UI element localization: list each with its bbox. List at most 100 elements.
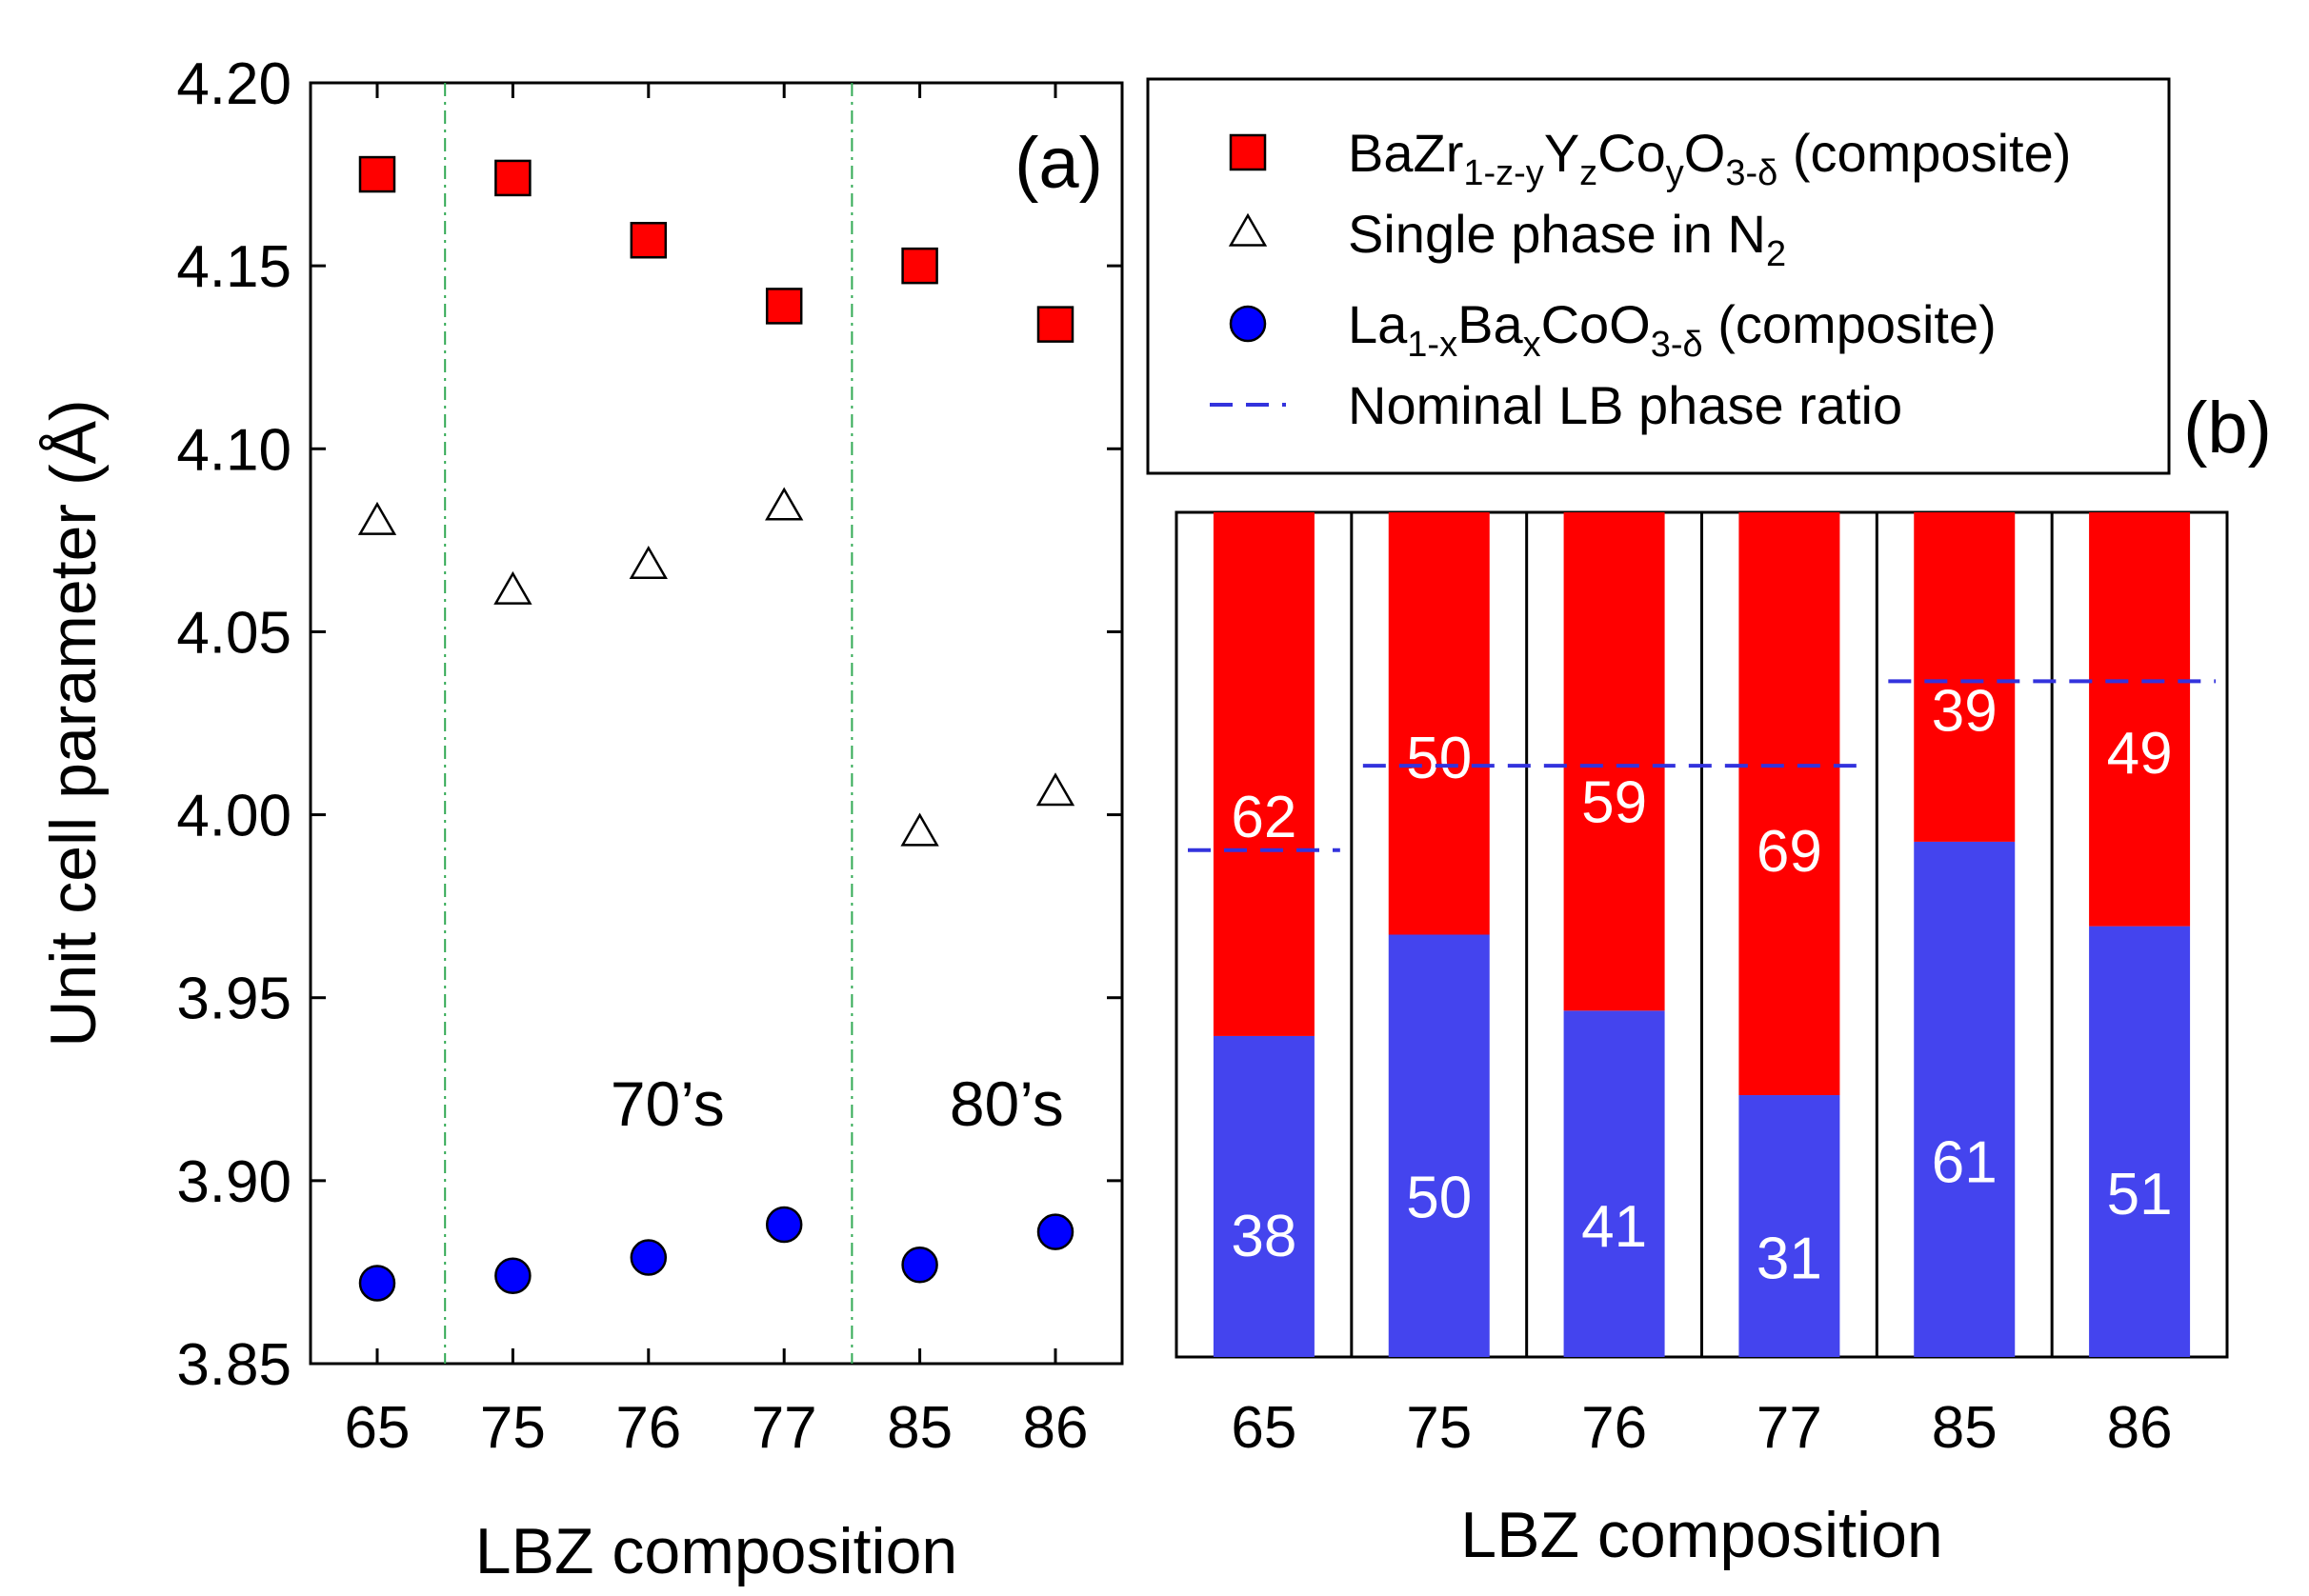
legend-text-part: Ba	[1457, 294, 1523, 354]
bar-data-label: 50	[1406, 726, 1472, 791]
y-tick-label: 4.05	[176, 600, 291, 666]
bar-segment-bzyc	[1738, 512, 1840, 1096]
y-tick-label: 3.95	[176, 967, 291, 1032]
data-point-square	[358, 155, 396, 193]
x-tick-label: 76	[1581, 1395, 1647, 1461]
legend-subscript: 2	[1766, 234, 1786, 274]
data-point-circle	[494, 1257, 532, 1295]
legend-text-part: Single phase in N	[1348, 204, 1766, 264]
x-tick-label: 77	[1757, 1395, 1822, 1461]
y-tick-label: 4.20	[176, 51, 291, 117]
data-point-triangle-open	[765, 487, 804, 521]
x-tick-label: 75	[1406, 1395, 1472, 1461]
legend-marker-triangle-open	[1228, 212, 1268, 247]
legend-subscript: 1-x	[1407, 325, 1457, 365]
y-tick-label: 4.15	[176, 234, 291, 300]
legend-text-part: (composite)	[1703, 294, 1997, 354]
bar-data-label: 38	[1231, 1204, 1296, 1269]
legend-marker-circle	[1229, 305, 1267, 343]
y-tick-label: 4.00	[176, 784, 291, 849]
data-point-triangle-open	[1035, 772, 1075, 807]
x-axis-title-b: LBZ composition	[1460, 1499, 1942, 1571]
data-point-triangle-open	[357, 501, 397, 535]
data-point-circle	[1036, 1213, 1074, 1250]
y-axis-title-a: Unit cell parameter (Å)	[37, 399, 110, 1047]
data-point-circle	[630, 1239, 668, 1276]
legend-text-part: Co	[1597, 123, 1666, 183]
bar-data-label: 50	[1406, 1165, 1472, 1230]
bar-data-label: 51	[2107, 1162, 2173, 1227]
data-point-square	[765, 288, 803, 325]
group-label-70s: 70’s	[611, 1068, 725, 1139]
legend-text-part: La	[1348, 294, 1408, 354]
bar-segment-lbc	[2089, 926, 2191, 1357]
legend-frame	[1146, 77, 2171, 475]
legend-text-part: Nominal LB phase ratio	[1348, 375, 1902, 435]
data-point-square	[901, 247, 938, 285]
bar-segment-lbc	[1738, 1095, 1840, 1357]
bar-segment-bzyc	[2089, 512, 2191, 927]
panel-b-stacked-bar-chart: 38 62 65 50 50 75 41 59 76 31 69 77 61 39 85 51 49 86 LBZ …	[1175, 510, 2229, 1571]
bar-data-label: 39	[1932, 679, 1998, 745]
x-tick-label: 65	[345, 1395, 411, 1461]
legend-subscript: z	[1579, 153, 1597, 193]
data-point-triangle-open	[900, 812, 939, 847]
panel-label-b: (b)	[2183, 388, 2272, 469]
data-point-square	[494, 159, 532, 197]
legend-text-part: BaZr	[1348, 123, 1463, 183]
bar-data-label: 61	[1932, 1129, 1998, 1195]
x-tick-label: 75	[480, 1395, 546, 1461]
bar-data-label: 49	[2107, 721, 2173, 787]
legend-text-part: Y	[1544, 123, 1579, 183]
y-tick-label: 3.85	[176, 1332, 291, 1398]
legend-subscript: 3-δ	[1725, 153, 1777, 193]
bar-segment-lbc	[1563, 1010, 1665, 1357]
bar-data-label: 69	[1757, 819, 1822, 885]
legend-marker-square	[1229, 133, 1267, 171]
bar-segment-bzyc	[1914, 512, 2016, 842]
data-point-triangle-open	[629, 545, 668, 580]
legend-entry-text: Nominal LB phase ratio	[1348, 375, 1902, 435]
y-tick-label: 3.90	[176, 1149, 291, 1215]
x-tick-label: 86	[2107, 1395, 2173, 1461]
bar-data-label: 41	[1581, 1194, 1647, 1260]
bar-data-label: 62	[1231, 785, 1296, 850]
bar-segment-bzyc	[1563, 512, 1665, 1011]
y-tick-label: 4.10	[176, 417, 291, 483]
legend-text-part: (composite)	[1777, 123, 2071, 183]
bar-segment-lbc	[1213, 1035, 1315, 1357]
data-point-circle	[358, 1265, 396, 1302]
legend-entry-text: Single phase in N2	[1348, 204, 1786, 274]
legend-subscript: y	[1666, 153, 1684, 193]
x-tick-label: 76	[615, 1395, 681, 1461]
x-tick-label: 85	[1932, 1395, 1998, 1461]
x-tick-label: 86	[1023, 1395, 1089, 1461]
bar-segment-lbc	[1914, 841, 2016, 1357]
data-point-square	[630, 221, 668, 259]
bar-data-label: 59	[1581, 770, 1647, 836]
x-tick-label: 77	[752, 1395, 817, 1461]
bar-segment-lbc	[1388, 934, 1490, 1357]
legend-text-part: O	[1684, 123, 1726, 183]
bar-segment-bzyc	[1388, 512, 1490, 935]
legend-subscript: 3-δ	[1651, 325, 1703, 365]
legend-text-part: CoO	[1541, 294, 1651, 354]
data-point-circle	[765, 1206, 803, 1244]
panel-label-a: (a)	[1014, 123, 1103, 204]
plot-frame-a	[309, 81, 1124, 1366]
legend-subscript: x	[1523, 325, 1541, 365]
data-point-circle	[901, 1246, 938, 1284]
x-axis-title-a: LBZ composition	[475, 1515, 957, 1587]
bar-segment-bzyc	[1213, 512, 1315, 1036]
data-point-triangle-open	[493, 570, 532, 605]
x-tick-label: 65	[1231, 1395, 1296, 1461]
data-point-square	[1036, 306, 1074, 343]
panel-a-scatter-plot: 3.85 3.90 3.95 4.00 4.05 4.10 4.15 4.20 65 75 76 77…	[37, 51, 1124, 1587]
legend: BaZr1-z-yYzCoyO3-δ (composite)Single pha…	[1146, 77, 2272, 475]
legend-entry-text: La1-xBaxCoO3-δ (composite)	[1348, 294, 1997, 365]
bar-data-label: 31	[1757, 1227, 1822, 1292]
legend-subscript: 1-z-y	[1463, 153, 1543, 193]
legend-entry-text: BaZr1-z-yYzCoyO3-δ (composite)	[1348, 123, 2071, 193]
group-label-80s: 80’s	[950, 1068, 1064, 1139]
